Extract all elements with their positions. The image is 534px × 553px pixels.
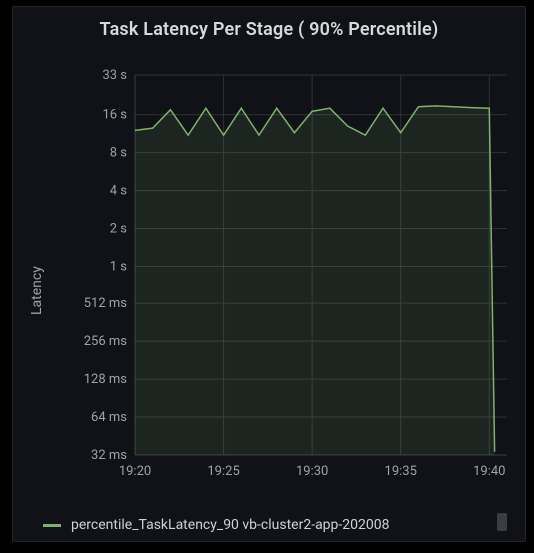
chart-svg-wrap: 32 ms 64 ms 128 ms 256 ms 512 ms 1 s 2 s 4 s 8 s… — [13, 57, 527, 497]
legend-swatch — [43, 524, 61, 527]
svg-text:33 s: 33 s — [102, 68, 127, 83]
svg-text:1 s: 1 s — [110, 259, 128, 274]
svg-text:256 ms: 256 ms — [84, 334, 128, 349]
legend[interactable]: percentile_TaskLatency_90 vb-cluster2-ap… — [43, 517, 390, 533]
svg-text:512 ms: 512 ms — [84, 296, 128, 311]
chart-svg: 32 ms 64 ms 128 ms 256 ms 512 ms 1 s 2 s 4 s 8 s… — [13, 57, 527, 497]
svg-text:8 s: 8 s — [110, 146, 128, 161]
legend-scrollbar-thumb[interactable] — [497, 513, 507, 531]
svg-text:4 s: 4 s — [110, 184, 128, 199]
svg-text:16 s: 16 s — [102, 108, 127, 123]
panel-title: Task Latency Per Stage ( 90% Percentile) — [13, 7, 525, 40]
svg-text:19:20: 19:20 — [119, 464, 151, 479]
svg-text:19:30: 19:30 — [296, 464, 328, 479]
svg-text:19:40: 19:40 — [473, 464, 505, 479]
svg-text:32 ms: 32 ms — [91, 448, 127, 463]
legend-series-label: percentile_TaskLatency_90 vb-cluster2-ap… — [71, 517, 390, 533]
svg-text:2 s: 2 s — [110, 222, 128, 237]
grafana-panel: Task Latency Per Stage ( 90% Percentile)… — [12, 6, 526, 542]
chart-area[interactable]: Latency 32 ms64 ms128 ms256 ms512 ms1 s2… — [13, 57, 527, 497]
svg-text:128 ms: 128 ms — [84, 372, 128, 387]
svg-text:64 ms: 64 ms — [91, 410, 127, 425]
svg-text:19:25: 19:25 — [207, 464, 239, 479]
svg-text:19:35: 19:35 — [385, 464, 417, 479]
